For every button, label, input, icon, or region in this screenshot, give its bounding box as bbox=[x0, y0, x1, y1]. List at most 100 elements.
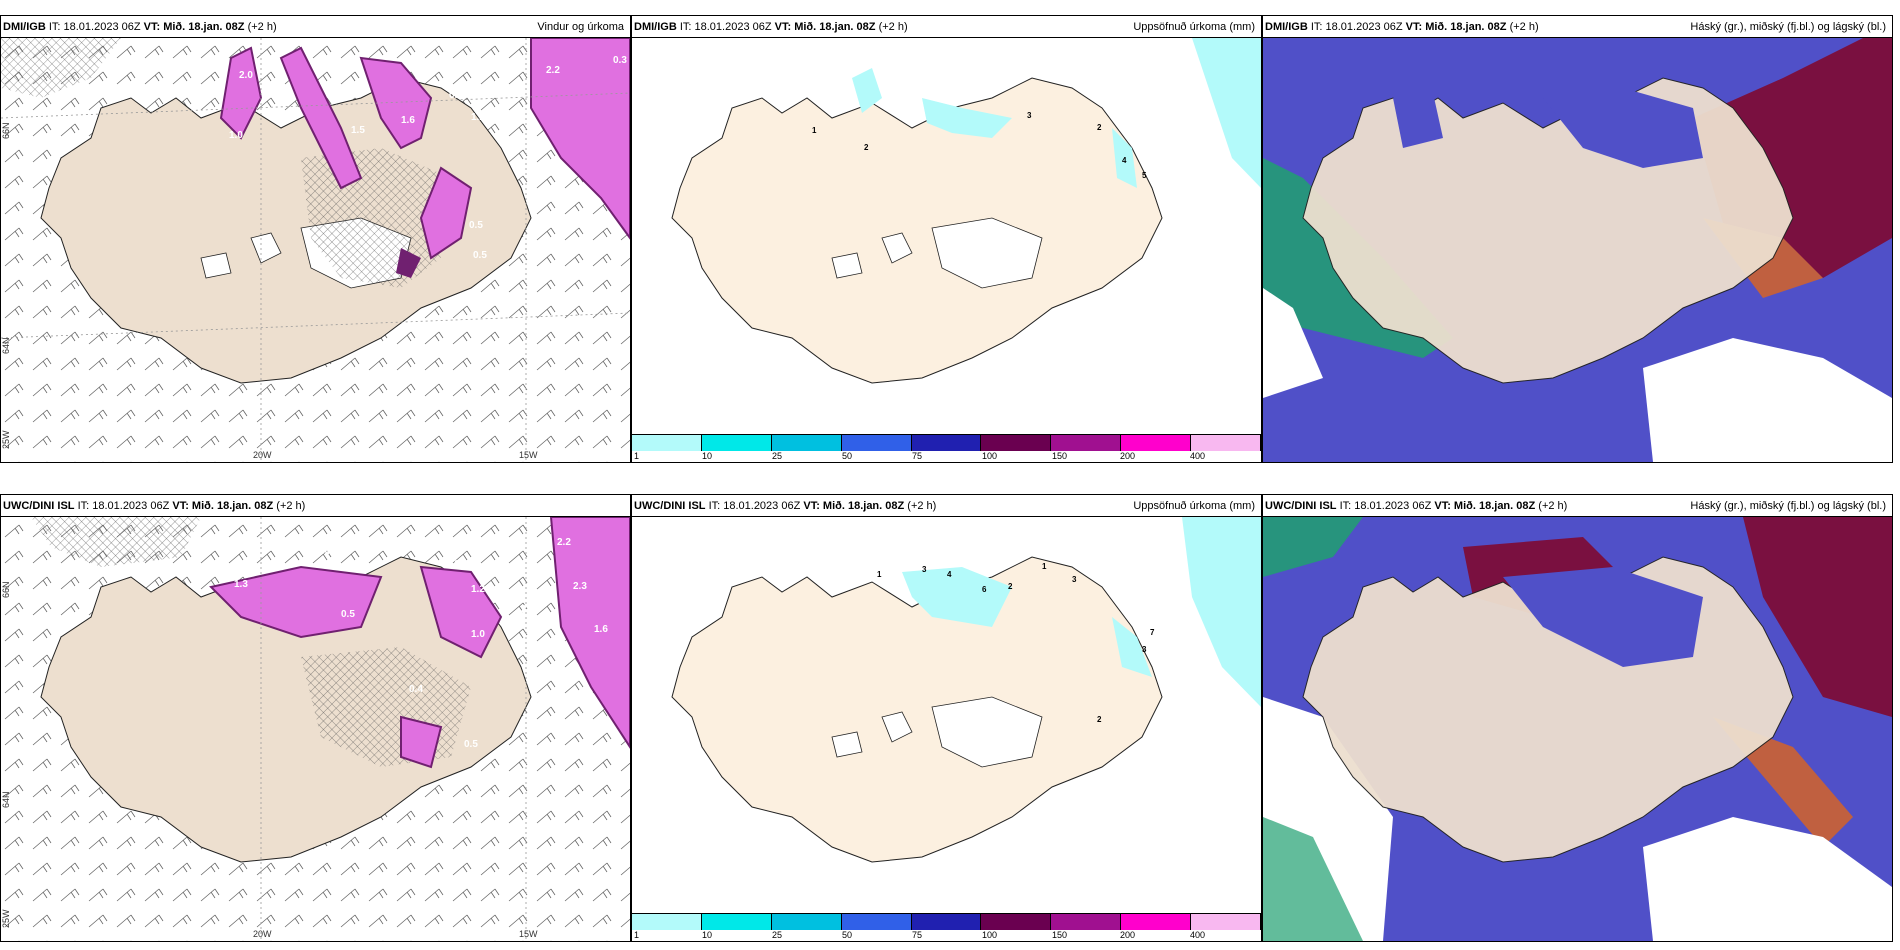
map-accum-top: 1 3 2 4 5 2 bbox=[671, 38, 1261, 384]
accum-value-label: 3 bbox=[1142, 645, 1147, 654]
lon-label-20w: 20W bbox=[253, 929, 272, 939]
precip-value-label: 1.5 bbox=[351, 125, 365, 136]
lead-offset: (+2 h) bbox=[1509, 21, 1539, 33]
accum-value-label: 1 bbox=[1042, 562, 1047, 571]
colorbar-segment bbox=[911, 435, 982, 451]
precip-value-label: 1.0 bbox=[471, 629, 485, 640]
colorbar-tick: 1 bbox=[634, 451, 640, 461]
colorbar-tick: 200 bbox=[1120, 930, 1136, 940]
issue-time: IT: 18.01.2023 06Z bbox=[708, 500, 801, 512]
product-name: Uppsöfnuð úrkoma (mm) bbox=[1133, 21, 1255, 33]
model-name: DMI/IGB bbox=[3, 21, 46, 33]
valid-time: VT: Mið. 18.jan. 08Z bbox=[1434, 500, 1536, 512]
colorbar-segment bbox=[632, 435, 702, 451]
colorbar-tick: 200 bbox=[1120, 451, 1136, 461]
lat-label-64n: 64N bbox=[1, 791, 11, 808]
accum-value-label: 3 bbox=[922, 565, 927, 574]
precip-value-label: 1.2 bbox=[471, 112, 485, 123]
precip-value-label: 0.4 bbox=[409, 684, 423, 695]
precip-value-label: 2.0 bbox=[521, 604, 535, 615]
accum-value-label: 6 bbox=[982, 585, 987, 594]
model-name: DMI/IGB bbox=[634, 21, 677, 33]
lat-label-66n: 66N bbox=[1, 581, 11, 598]
iceland-landmass bbox=[671, 556, 1163, 863]
map-area[interactable]: 1 3 4 6 2 1 3 7 3 2 bbox=[632, 517, 1261, 913]
valid-time: VT: Mið. 18.jan. 08Z bbox=[774, 21, 876, 33]
colorbar-segment bbox=[701, 435, 772, 451]
accum-value-label: 3 bbox=[1072, 575, 1077, 584]
colorbar-segment bbox=[911, 914, 982, 930]
colorbar-tick: 10 bbox=[702, 451, 713, 461]
panel-title: UWC/DINI ISL IT: 18.01.2023 06Z VT: Mið.… bbox=[1263, 495, 1892, 517]
iceland-landmass bbox=[671, 77, 1163, 384]
valid-time: VT: Mið. 18.jan. 08Z bbox=[803, 500, 905, 512]
issue-time: IT: 18.01.2023 06Z bbox=[1310, 21, 1403, 33]
colorbar-segment bbox=[771, 914, 842, 930]
panel-dmi-clouds: DMI/IGB IT: 18.01.2023 06Z VT: Mið. 18.j… bbox=[1262, 15, 1893, 463]
panel-title: DMI/IGB IT: 18.01.2023 06Z VT: Mið. 18.j… bbox=[1263, 16, 1892, 38]
colorbar-segment bbox=[841, 914, 912, 930]
colorbar-tick: 50 bbox=[842, 930, 853, 940]
precip-value-label: 0.5 bbox=[473, 250, 487, 261]
panel-title: UWC/DINI ISL IT: 18.01.2023 06Z VT: Mið.… bbox=[1, 495, 630, 517]
iceland-landmass bbox=[40, 556, 532, 863]
precip-value-label: 0.8 bbox=[541, 165, 555, 176]
map-accum-bottom: 1 3 4 6 2 1 3 7 3 2 bbox=[671, 517, 1261, 863]
accum-value-label: 1 bbox=[877, 570, 882, 579]
colorbar-tick: 50 bbox=[842, 451, 853, 461]
colorbar-segment bbox=[1051, 435, 1122, 451]
colorbar-segment bbox=[981, 914, 1052, 930]
map-area[interactable]: 0.6 2.0 1.0 0.5 2.2 0.3 0.5 1.2 1.6 1.5 … bbox=[1, 38, 630, 462]
accum-value-label: 7 bbox=[1150, 628, 1155, 637]
precip-value-label: 0.8 bbox=[446, 559, 460, 570]
product-name: Vindur og úrkoma bbox=[537, 21, 624, 33]
colorbar-tick: 100 bbox=[982, 451, 998, 461]
precip-value-label: 2.2 bbox=[557, 537, 571, 548]
precip-value-label: 0.5 bbox=[341, 609, 355, 620]
map-area[interactable] bbox=[1263, 517, 1892, 941]
colorbar-segment bbox=[632, 914, 702, 930]
precip-value-label: 0.5 bbox=[469, 220, 483, 231]
colorbar-tick: 75 bbox=[912, 930, 923, 940]
accum-value-label: 2 bbox=[1097, 123, 1102, 132]
colorbar-segment bbox=[771, 435, 842, 451]
map-clouds-top bbox=[1263, 38, 1892, 462]
lead-offset: (+2 h) bbox=[247, 21, 277, 33]
lon-label-15w: 15W bbox=[519, 450, 538, 460]
accum-value-label: 2 bbox=[1097, 715, 1102, 724]
accum-value-label: 5 bbox=[1142, 171, 1147, 180]
map-wind-precip-bottom: 0.4 2.2 2.3 1.6 0.8 1.2 1.3 0.5 2.0 1.0 … bbox=[1, 517, 630, 941]
valid-time: VT: Mið. 18.jan. 08Z bbox=[143, 21, 245, 33]
panel-uwc-accum-precip: UWC/DINI ISL IT: 18.01.2023 06Z VT: Mið.… bbox=[631, 494, 1262, 942]
issue-time: IT: 18.01.2023 06Z bbox=[48, 21, 141, 33]
map-area[interactable]: 0.4 2.2 2.3 1.6 0.8 1.2 1.3 0.5 2.0 1.0 … bbox=[1, 517, 630, 941]
accum-value-label: 2 bbox=[864, 143, 869, 152]
valid-time: VT: Mið. 18.jan. 08Z bbox=[172, 500, 274, 512]
issue-time: IT: 18.01.2023 06Z bbox=[679, 21, 772, 33]
colorbar-segment bbox=[981, 435, 1052, 451]
iceland-landmass bbox=[40, 77, 532, 384]
lon-label-25w: 25W bbox=[1, 909, 11, 928]
issue-time: IT: 18.01.2023 06Z bbox=[1339, 500, 1432, 512]
lon-label-20w: 20W bbox=[253, 450, 272, 460]
lon-label-15w: 15W bbox=[519, 929, 538, 939]
accum-value-label: 4 bbox=[947, 570, 952, 579]
accum-value-label: 3 bbox=[1027, 111, 1032, 120]
product-name: Háský (gr.), miðský (fj.bl.) og lágský (… bbox=[1690, 500, 1886, 512]
colorbar-tick: 10 bbox=[702, 930, 713, 940]
precip-colorbar: 1 10 25 50 75 100 150 200 400 bbox=[632, 434, 1262, 462]
colorbar-tick: 25 bbox=[772, 451, 783, 461]
colorbar-tick: 400 bbox=[1190, 930, 1206, 940]
precip-value-label: 2.2 bbox=[546, 65, 560, 76]
lead-offset: (+2 h) bbox=[907, 500, 937, 512]
colorbar-segment bbox=[701, 914, 772, 930]
map-area[interactable] bbox=[1263, 38, 1892, 462]
map-area[interactable]: 1 3 2 4 5 2 bbox=[632, 38, 1261, 434]
colorbar-tick: 150 bbox=[1052, 451, 1068, 461]
lead-offset: (+2 h) bbox=[878, 21, 908, 33]
precip-value-label: 2.3 bbox=[573, 581, 587, 592]
lat-label-64n: 64N bbox=[1, 337, 11, 354]
colorbar-tick: 75 bbox=[912, 451, 923, 461]
colorbar-segment bbox=[1051, 914, 1122, 930]
issue-time: IT: 18.01.2023 06Z bbox=[77, 500, 170, 512]
